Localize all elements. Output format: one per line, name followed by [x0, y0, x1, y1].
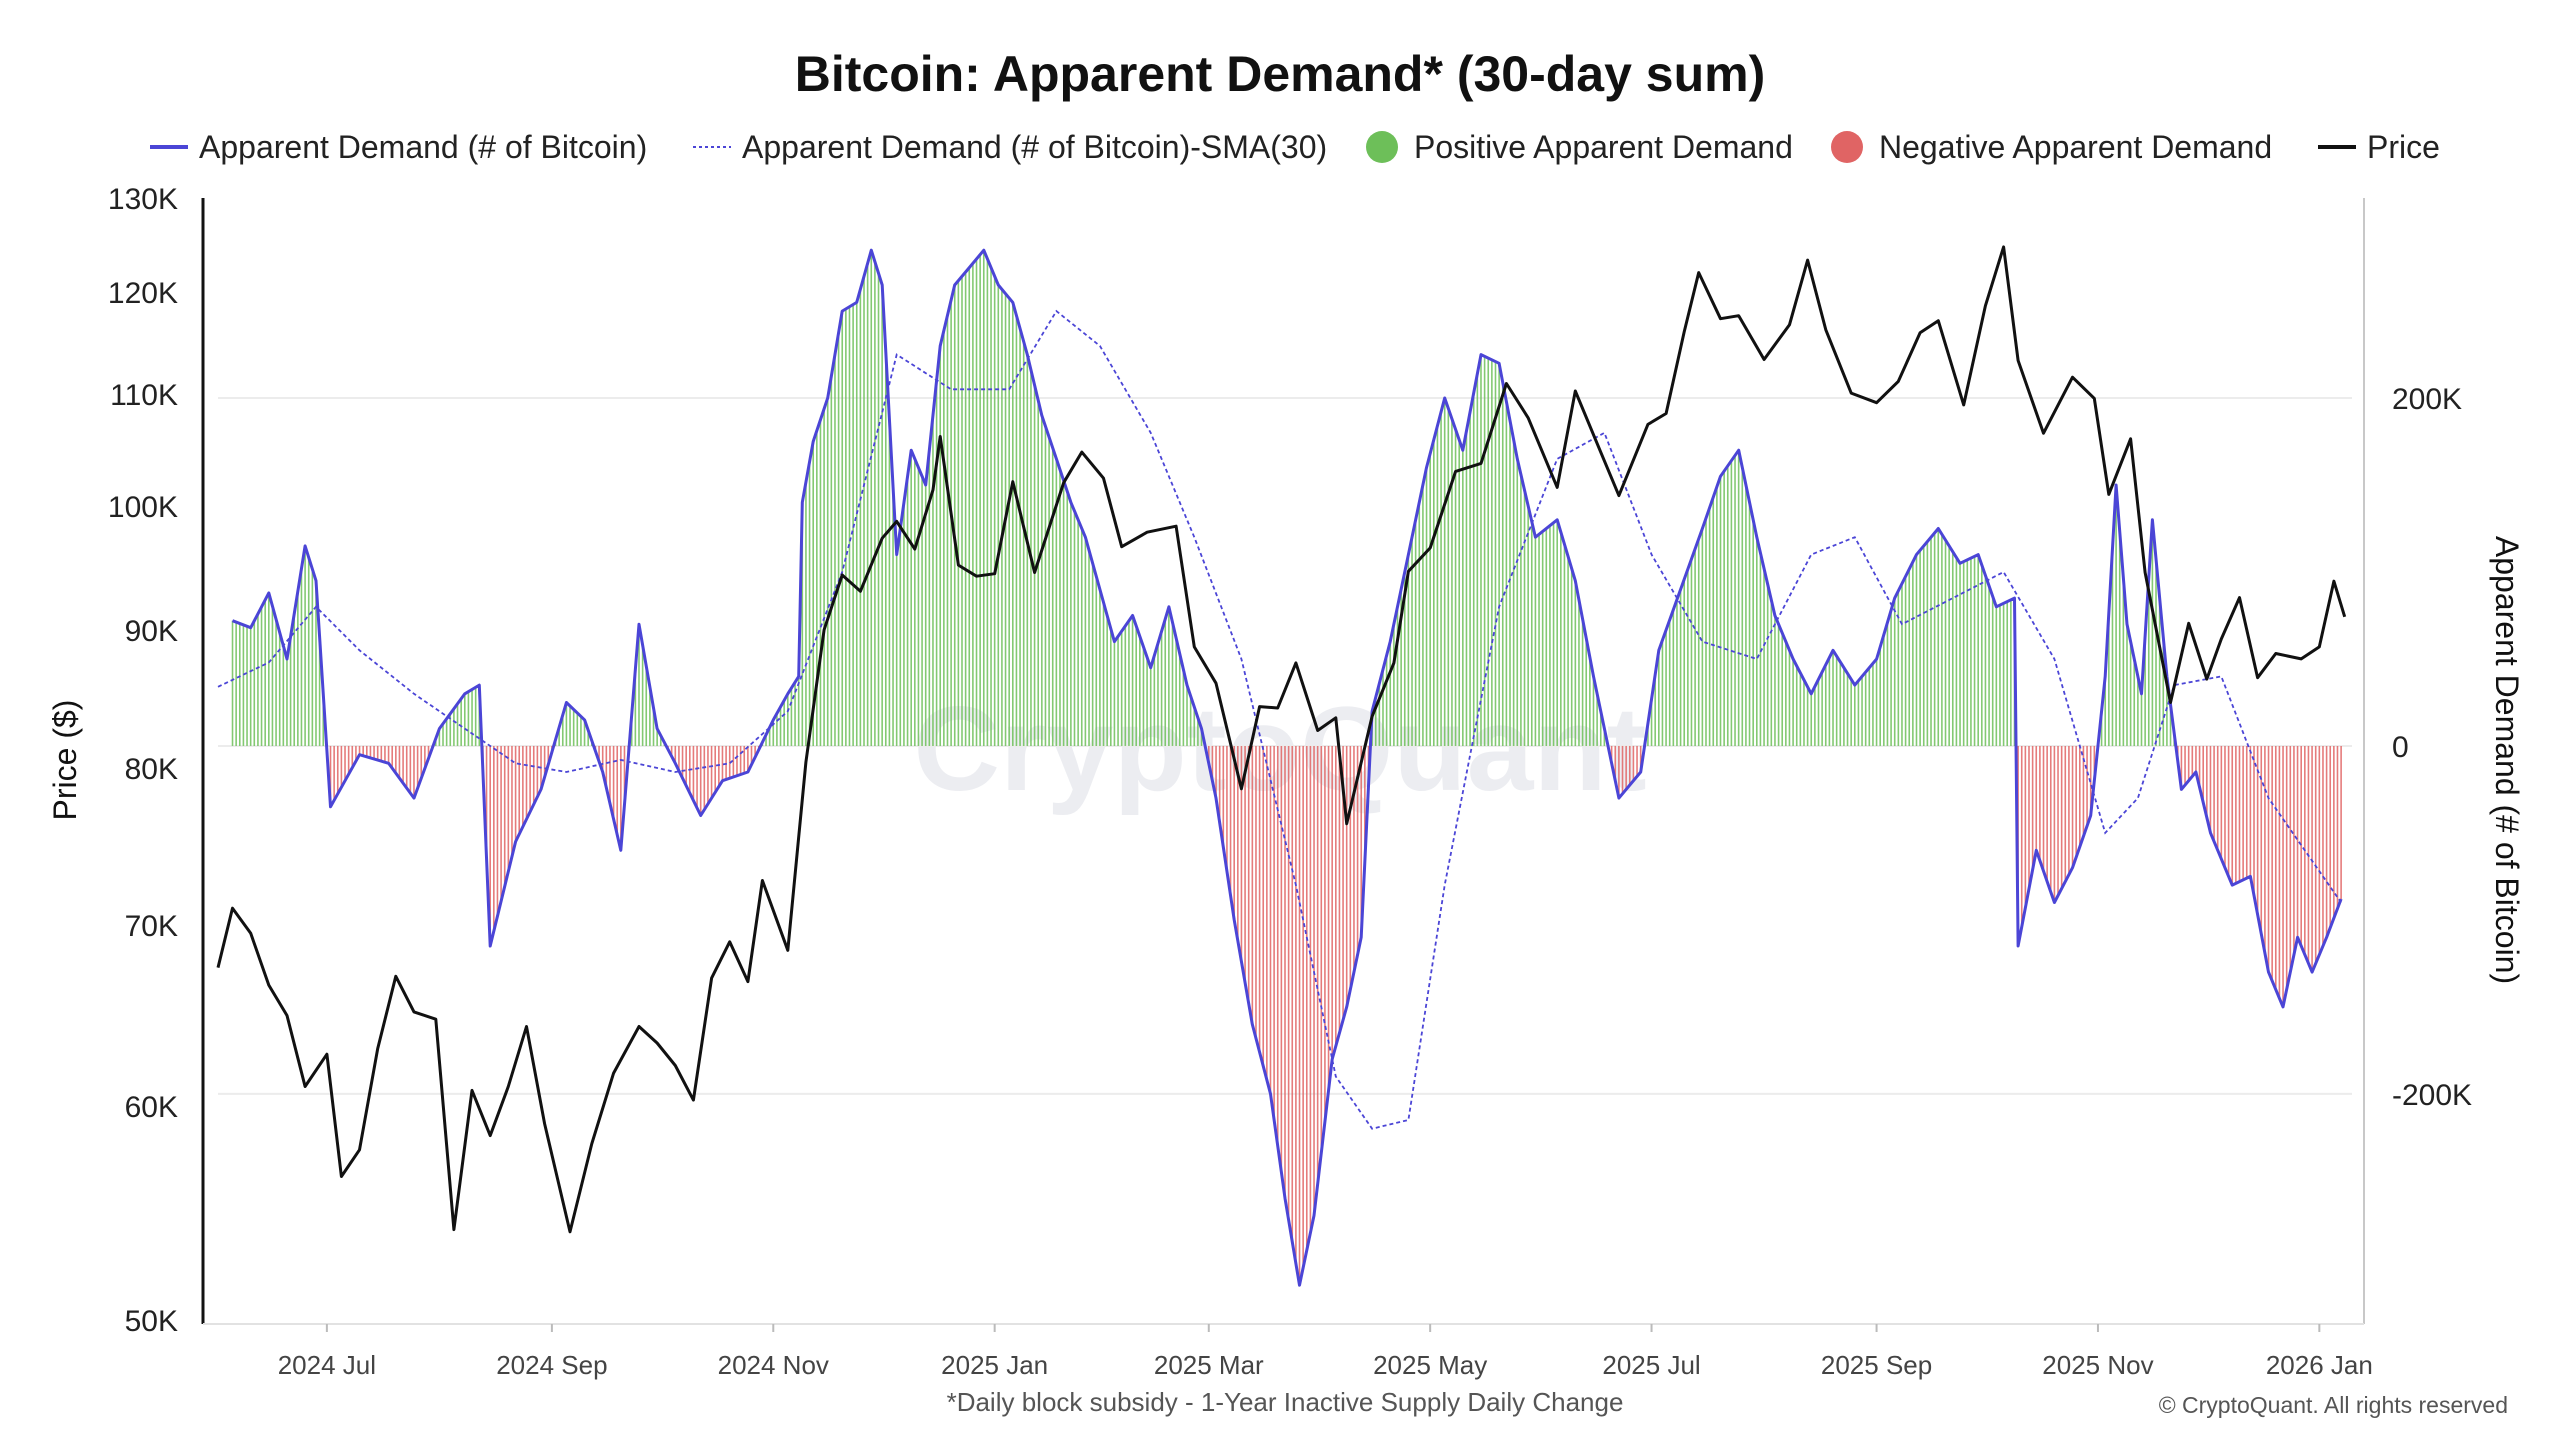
legend-item: Price	[2318, 129, 2440, 165]
right-tick-label: 200K	[2392, 383, 2462, 416]
right-tick-label: -200K	[2392, 1079, 2472, 1112]
legend-item: Positive Apparent Demand	[1366, 129, 1793, 165]
footnote: *Daily block subsidy - 1-Year Inactive S…	[947, 1387, 1624, 1417]
legend-label: Apparent Demand (# of Bitcoin)	[199, 129, 647, 165]
x-axis-ticks: 2024 Jul 2024 Sep 2024 Nov 2025 Jan 2025 Mar…	[278, 1324, 2373, 1380]
left-tick-label: 110K	[110, 379, 178, 412]
x-tick-label: 2024 Sep	[496, 1350, 607, 1380]
sma-line	[217, 309, 2342, 1130]
x-tick-label: 2025 Jul	[1602, 1350, 1700, 1380]
apparent-demand-line	[231, 248, 2343, 1287]
right-axis-title: Apparent Demand (# of Bitcoin)	[2489, 536, 2525, 984]
copyright: © CryptoQuant. All rights reserved	[2159, 1392, 2508, 1418]
legend-label: Positive Apparent Demand	[1414, 129, 1793, 165]
axes	[201, 198, 2365, 1325]
x-tick-label: 2024 Jul	[278, 1350, 376, 1380]
left-tick-label: 70K	[125, 910, 178, 943]
left-axis-title: Price ($)	[47, 700, 83, 821]
x-tick-label: 2025 Nov	[2042, 1350, 2153, 1380]
legend-item: Negative Apparent Demand	[1831, 129, 2272, 165]
x-tick-label: 2024 Nov	[718, 1350, 829, 1380]
right-axis-ticks: 200K 0 -200K	[2392, 383, 2472, 1112]
legend-item: Apparent Demand (# of Bitcoin)	[150, 129, 647, 165]
left-axis-ticks: 50K 60K 70K 80K 90K 100K 110K 120K 130K	[108, 183, 178, 1338]
left-tick-label: 130K	[108, 183, 178, 216]
chart-title: Bitcoin: Apparent Demand* (30-day sum)	[795, 46, 1766, 102]
x-tick-label: 2026 Jan	[2266, 1350, 2373, 1380]
legend-item: Apparent Demand (# of Bitcoin)-SMA(30)	[693, 129, 1327, 165]
left-tick-label: 50K	[125, 1305, 178, 1338]
left-tick-label: 100K	[108, 491, 178, 524]
x-tick-label: 2025 Mar	[1154, 1350, 1264, 1380]
price-line	[216, 245, 2347, 1234]
chart-legend: Apparent Demand (# of Bitcoin) Apparent D…	[150, 129, 2440, 165]
legend-label: Apparent Demand (# of Bitcoin)-SMA(30)	[742, 129, 1327, 165]
left-tick-label: 80K	[125, 753, 178, 786]
legend-circle-swatch	[1831, 131, 1863, 163]
left-tick-label: 120K	[108, 277, 178, 310]
right-tick-label: 0	[2392, 731, 2409, 764]
left-tick-label: 60K	[125, 1091, 178, 1124]
legend-label: Price	[2367, 129, 2440, 165]
x-tick-label: 2025 Jan	[941, 1350, 1048, 1380]
legend-label: Negative Apparent Demand	[1879, 129, 2272, 165]
legend-circle-swatch	[1366, 131, 1398, 163]
x-tick-label: 2025 May	[1373, 1350, 1487, 1380]
left-tick-label: 90K	[125, 615, 178, 648]
x-tick-label: 2025 Sep	[1821, 1350, 1932, 1380]
series-lines	[216, 245, 2347, 1287]
